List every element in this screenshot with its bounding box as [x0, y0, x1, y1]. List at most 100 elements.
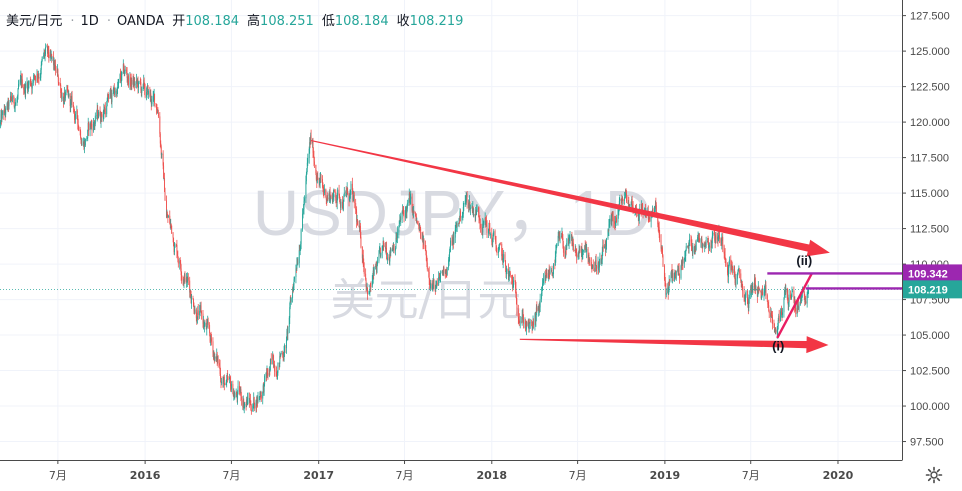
- candle-body: [240, 389, 242, 397]
- candle-body: [254, 403, 256, 409]
- candle-body: [681, 258, 683, 265]
- y-tick-label: 127.500: [910, 11, 950, 23]
- candle-body: [248, 398, 250, 403]
- candle-body: [172, 233, 174, 238]
- candle-body: [106, 106, 108, 115]
- candle-body: [303, 209, 304, 210]
- candle-body: [142, 83, 144, 87]
- candle-body: [485, 217, 487, 223]
- candle-body: [515, 281, 516, 288]
- candle-body: [140, 90, 142, 93]
- candle-body: [139, 81, 141, 83]
- candle-body: [494, 231, 496, 237]
- candle-body: [174, 247, 175, 253]
- candle-body: [788, 302, 790, 305]
- candle-body: [551, 269, 553, 275]
- gear-icon[interactable]: [924, 465, 944, 485]
- candle-body: [102, 114, 104, 118]
- candle-body: [585, 247, 587, 252]
- candle-body: [110, 88, 112, 97]
- candle-body: [207, 321, 209, 323]
- candle-body: [472, 206, 474, 215]
- candle-body: [803, 291, 805, 293]
- candle-body: [614, 223, 616, 225]
- candle-body: [671, 269, 673, 278]
- candle-body: [544, 275, 546, 279]
- candle-body: [408, 193, 410, 200]
- candle-body: [4, 109, 6, 111]
- candle-body: [60, 84, 62, 94]
- y-tick-label: 97.500: [910, 437, 944, 449]
- candle-body: [81, 143, 83, 146]
- candle-body: [748, 298, 750, 308]
- candle-body: [328, 196, 330, 200]
- candle-body: [249, 399, 251, 403]
- candle-body: [462, 207, 464, 215]
- candle-body: [243, 401, 245, 408]
- candle-body: [439, 277, 441, 280]
- candle-body: [89, 123, 91, 131]
- candle-body: [790, 294, 792, 298]
- candle-body: [804, 295, 806, 303]
- candle-body: [337, 189, 339, 196]
- candle-body: [220, 373, 221, 379]
- price-marker: [903, 264, 962, 283]
- candle-body: [318, 178, 320, 184]
- candle-body: [373, 267, 375, 275]
- candle-body: [87, 130, 89, 138]
- candle-body: [491, 233, 493, 242]
- candle-body: [14, 106, 16, 108]
- candle-body: [229, 376, 230, 380]
- candle-body: [275, 371, 277, 372]
- candle-body: [525, 322, 527, 330]
- candle-body: [801, 293, 803, 297]
- candle-body: [376, 264, 378, 273]
- candle-body: [312, 141, 314, 153]
- candle-body: [688, 241, 690, 249]
- candle-body: [413, 210, 415, 214]
- candle-body: [594, 263, 596, 272]
- symbol-name[interactable]: 美元/日元: [6, 14, 63, 29]
- candle-body: [192, 298, 194, 300]
- candle-body: [236, 393, 238, 399]
- candle-body: [738, 269, 740, 271]
- candle-body: [459, 211, 461, 221]
- candle-body: [20, 76, 22, 84]
- candle-body: [54, 64, 56, 69]
- candle-body: [210, 336, 212, 339]
- candle-body: [665, 283, 667, 295]
- candle-body: [420, 229, 422, 239]
- candle-body: [87, 122, 89, 131]
- candle-body: [423, 239, 425, 247]
- candle-body: [757, 287, 759, 292]
- candle-body: [5, 108, 7, 115]
- candle-body: [61, 96, 63, 100]
- candle-body: [387, 257, 388, 261]
- candle-body: [449, 251, 451, 260]
- candle-body: [292, 288, 294, 299]
- candle-body: [536, 307, 538, 312]
- candle-body: [239, 386, 240, 392]
- x-tick-label: 2018: [476, 469, 507, 482]
- candle-body: [704, 245, 706, 247]
- candle-body: [356, 221, 358, 222]
- candle-body: [764, 287, 766, 291]
- candle-body: [426, 260, 428, 263]
- interval-label[interactable]: 1D: [80, 14, 99, 29]
- candle-body: [668, 280, 670, 289]
- candle-body: [346, 188, 348, 194]
- candle-body: [34, 76, 36, 77]
- candle-body: [375, 266, 377, 268]
- candle-body: [502, 258, 504, 263]
- candle-body: [773, 323, 775, 325]
- candle-body: [297, 263, 299, 265]
- candle-body: [478, 212, 480, 218]
- candle-body: [667, 287, 669, 293]
- candle-body: [524, 322, 526, 324]
- candle-body: [529, 322, 531, 324]
- candle-body: [246, 399, 248, 405]
- candle-body: [94, 115, 96, 124]
- candle-body: [113, 88, 115, 93]
